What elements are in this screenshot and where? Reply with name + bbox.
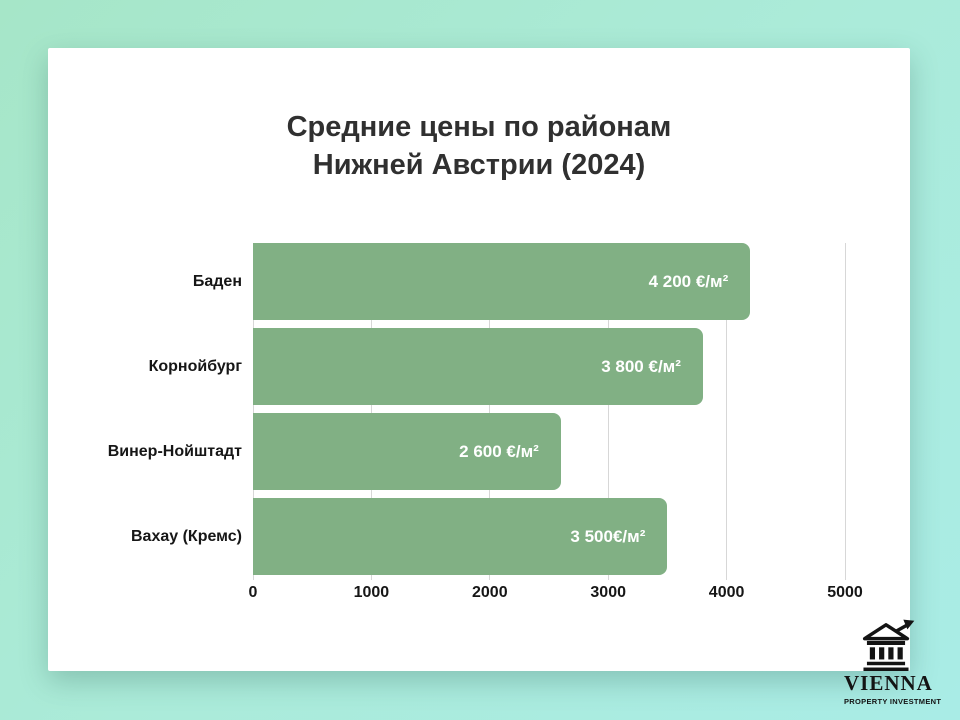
- plot-area: Баден 4 200 €/м² Корнойбург 3 800 €/м² Винер…: [108, 243, 846, 580]
- building-growth-icon: [862, 619, 915, 671]
- bar-value-label: 4 200 €/м²: [648, 271, 729, 291]
- chart-row: Корнойбург 3 800 €/м²: [149, 328, 845, 405]
- category-label: Баден: [192, 272, 242, 290]
- x-tick-label: 3000: [590, 584, 626, 601]
- bar: 2 600 €/м²: [253, 413, 561, 490]
- chart-row: Баден 4 200 €/м²: [193, 243, 845, 320]
- x-tick-label: 1000: [353, 584, 390, 601]
- x-axis: 0 1000 2000 3000 4000 5000: [249, 582, 863, 608]
- bar: 4 200 €/м²: [253, 243, 751, 320]
- logo-name: VIENNA: [844, 671, 933, 695]
- chart-card: Средние цены по районам Нижней Австрии (…: [48, 48, 910, 671]
- chart-row: Вахау (Кремс) 3 500€/м²: [131, 498, 845, 575]
- bar-chart: Баден 4 200 €/м² Корнойбург 3 800 €/м² Винер…: [108, 243, 863, 608]
- category-label: Вахау (Кремс): [131, 527, 242, 545]
- bar: 3 500€/м²: [253, 498, 668, 575]
- bar: 3 800 €/м²: [253, 328, 703, 405]
- x-tick-label: 2000: [472, 584, 508, 601]
- category-label: Корнойбург: [148, 357, 242, 375]
- bar-rows: Баден 4 200 €/м² Корнойбург 3 800 €/м² Винер…: [108, 243, 845, 575]
- category-label: Винер-Нойштадт: [107, 442, 242, 460]
- vienna-logo: VIENNA PROPERTY INVESTMENT: [844, 619, 942, 706]
- chart-row: Винер-Нойштадт 2 600 €/м²: [108, 413, 845, 490]
- bar-value-label: 3 800 €/м²: [601, 356, 681, 376]
- x-tick-label: 0: [248, 584, 258, 601]
- logo-subtitle: PROPERTY INVESTMENT: [844, 697, 942, 706]
- bar-value-label: 2 600 €/м²: [459, 441, 539, 461]
- chart-title: Средние цены по районам Нижней Австрии (…: [286, 111, 672, 182]
- x-tick-label: 5000: [827, 584, 863, 601]
- x-tick-label: 4000: [708, 584, 745, 601]
- bar-value-label: 3 500€/м²: [570, 526, 646, 546]
